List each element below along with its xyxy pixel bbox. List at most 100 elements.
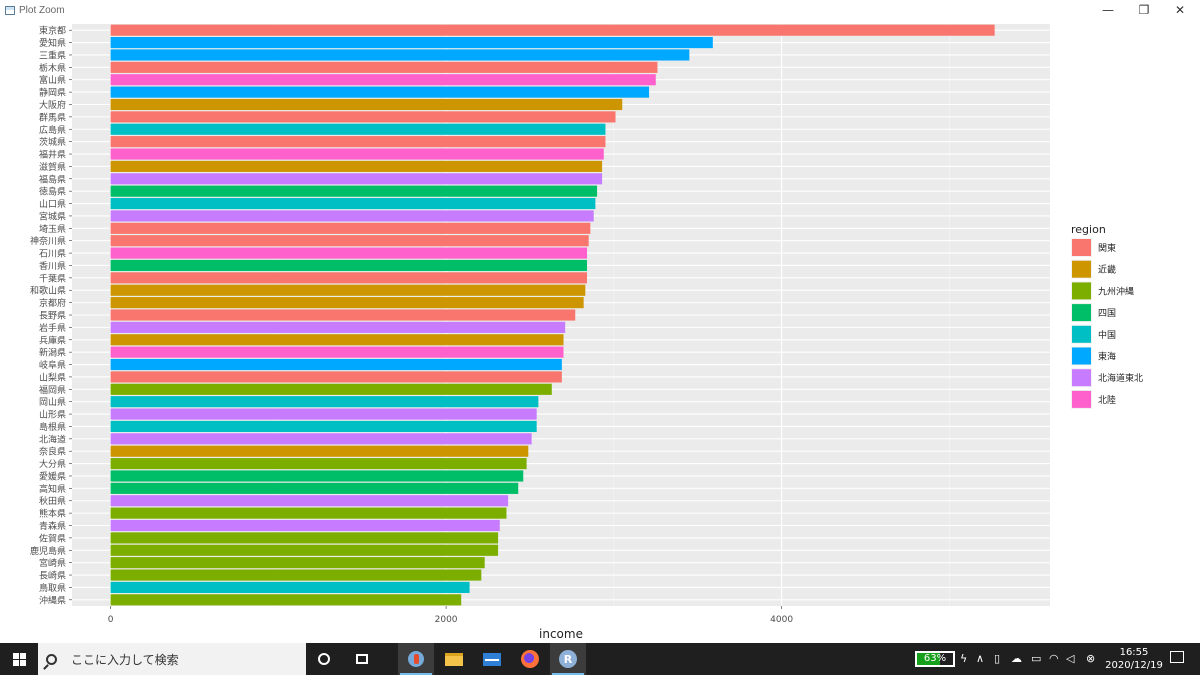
bar-愛知県 <box>110 37 713 49</box>
y-axis-labels: 東京都愛知県三重県栃木県富山県静岡県大阪府群馬県広島県茨城県福井県滋賀県福島県徳… <box>30 25 72 606</box>
legend-label: 関東 <box>1098 242 1116 254</box>
cortana-button[interactable] <box>306 643 342 675</box>
rstudio-icon <box>408 651 424 667</box>
x-axis-ticks: 0 2000 4000 <box>108 606 793 625</box>
bar-栃木県 <box>110 61 658 73</box>
legend-label: 九州沖縄 <box>1098 285 1134 297</box>
bar-千葉県 <box>110 272 588 284</box>
y-tick-label: 愛知県 <box>39 37 66 49</box>
y-tick-label: 三重県 <box>39 49 66 61</box>
phone-icon[interactable]: ▯ <box>994 652 1001 665</box>
bar-滋賀県 <box>110 160 603 172</box>
mail-icon <box>483 652 501 666</box>
focus-assist-icon[interactable]: ⊗ <box>1086 652 1096 665</box>
taskbar-app-explorer[interactable] <box>436 643 472 675</box>
taskbar-app-firefox[interactable] <box>512 643 548 675</box>
bar-静岡県 <box>110 86 650 98</box>
clock-time: 16:55 <box>1119 647 1149 658</box>
bar-神奈川県 <box>110 235 589 247</box>
bar-熊本県 <box>110 507 507 519</box>
wifi-icon[interactable]: ◠ <box>1049 652 1059 665</box>
bar-群馬県 <box>110 111 616 123</box>
plot-window-icon <box>5 5 15 15</box>
bars <box>110 24 995 606</box>
legend-swatch-四国 <box>1072 304 1091 322</box>
taskbar-app-r[interactable]: R <box>550 643 586 675</box>
legend-title: region <box>1071 223 1106 236</box>
bar-富山県 <box>110 74 656 86</box>
x-tick-label: 4000 <box>770 615 793 625</box>
legend-swatch-東海 <box>1072 347 1091 365</box>
legend-swatch-北海道東北 <box>1072 369 1091 387</box>
bar-高知県 <box>110 482 519 494</box>
legend-label: 北陸 <box>1098 394 1116 406</box>
y-tick-label: 青森県 <box>39 520 66 532</box>
bar-広島県 <box>110 123 606 135</box>
window-title-bar: Plot Zoom — ❐ ✕ <box>0 0 1200 20</box>
legend-label: 中国 <box>1098 329 1116 341</box>
system-clock[interactable]: 16:55 2020/12/19 <box>1104 646 1164 672</box>
y-tick-label: 福井県 <box>39 149 66 161</box>
bar-岡山県 <box>110 396 539 408</box>
y-tick-label: 愛媛県 <box>39 470 66 482</box>
bar-長野県 <box>110 309 576 321</box>
y-tick-label: 群馬県 <box>39 111 66 123</box>
volume-icon[interactable]: ◁ <box>1066 652 1075 665</box>
y-tick-label: 新潟県 <box>39 347 66 359</box>
y-tick-label: 奈良県 <box>39 446 66 458</box>
maximize-button[interactable]: ❐ <box>1138 3 1150 17</box>
x-tick-label: 2000 <box>435 615 458 625</box>
y-tick-label: 岩手県 <box>39 322 66 334</box>
y-tick-label: 兵庫県 <box>39 334 66 346</box>
y-tick-label: 長崎県 <box>39 570 66 582</box>
bar-徳島県 <box>110 185 598 197</box>
y-tick-label: 和歌山県 <box>30 285 66 297</box>
bar-和歌山県 <box>110 284 586 296</box>
y-tick-label: 富山県 <box>39 74 66 86</box>
legend-label: 四国 <box>1098 308 1116 319</box>
minimize-button[interactable]: — <box>1102 3 1114 17</box>
legend-swatch-九州沖縄 <box>1072 282 1091 300</box>
firefox-icon <box>521 650 539 668</box>
battery-tray-icon[interactable]: ▭ <box>1031 652 1042 665</box>
bar-山梨県 <box>110 371 562 383</box>
x-tick-label: 0 <box>108 615 114 625</box>
y-tick-label: 宮城県 <box>39 210 66 222</box>
battery-indicator[interactable]: 63% <box>915 651 955 667</box>
bar-福井県 <box>110 148 604 160</box>
start-button[interactable] <box>0 643 38 675</box>
taskbar-search-box[interactable]: ここに入力して検索 <box>38 643 306 675</box>
bar-愛媛県 <box>110 470 524 482</box>
show-hidden-icons-button[interactable]: ∧ <box>976 652 985 665</box>
clock-date: 2020/12/19 <box>1105 660 1163 671</box>
windows-logo-icon <box>12 652 26 666</box>
legend-swatch-近畿 <box>1072 260 1091 278</box>
close-button[interactable]: ✕ <box>1174 3 1186 17</box>
y-tick-label: 滋賀県 <box>39 161 66 173</box>
task-view-button[interactable] <box>344 643 380 675</box>
bar-青森県 <box>110 519 500 532</box>
y-tick-label: 山口県 <box>39 199 66 210</box>
bar-大阪府 <box>110 98 623 111</box>
bar-東京都 <box>110 24 995 36</box>
onedrive-icon[interactable]: ☁ <box>1011 652 1022 665</box>
y-tick-label: 鹿児島県 <box>30 545 66 557</box>
y-tick-label: 大阪府 <box>39 99 66 111</box>
y-tick-label: 埼玉県 <box>39 223 66 235</box>
y-tick-label: 東京都 <box>39 25 66 37</box>
y-tick-label: 福岡県 <box>39 384 66 396</box>
notification-center-icon[interactable] <box>1170 651 1184 663</box>
taskbar-app-rstudio[interactable] <box>398 643 434 675</box>
bar-福岡県 <box>110 383 552 395</box>
bar-石川県 <box>110 247 588 259</box>
bar-鳥取県 <box>110 581 470 593</box>
bar-佐賀県 <box>110 532 499 544</box>
y-tick-label: 茨城県 <box>39 136 66 148</box>
bar-京都府 <box>110 297 584 309</box>
bar-茨城県 <box>110 136 606 148</box>
y-tick-label: 徳島県 <box>39 186 66 198</box>
bar-埼玉県 <box>110 222 591 234</box>
y-tick-label: 香川県 <box>39 261 66 272</box>
y-tick-label: 大分県 <box>39 458 66 470</box>
taskbar-app-mail[interactable] <box>474 643 510 675</box>
